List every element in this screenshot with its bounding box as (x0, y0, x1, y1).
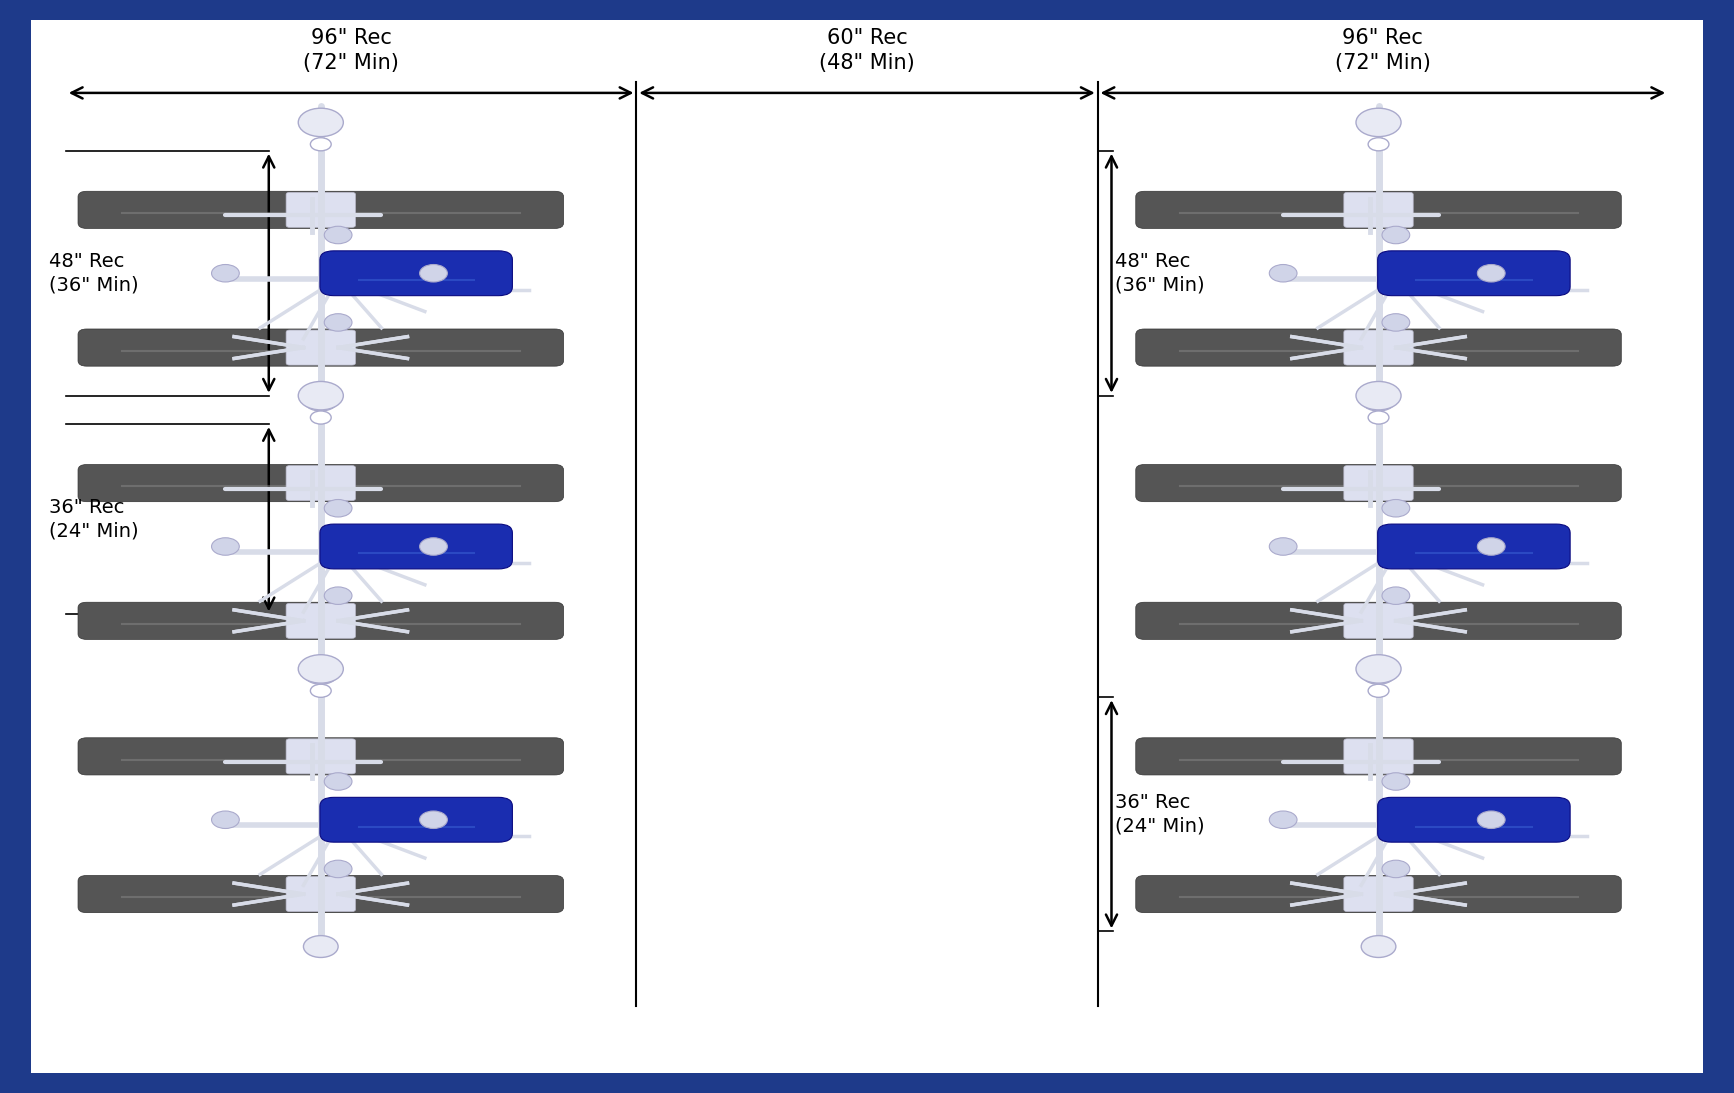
FancyBboxPatch shape (1377, 251, 1571, 296)
Circle shape (298, 381, 343, 410)
Circle shape (303, 662, 338, 684)
Circle shape (1269, 811, 1297, 828)
FancyBboxPatch shape (286, 466, 355, 501)
Circle shape (1477, 811, 1505, 828)
Circle shape (1382, 226, 1410, 244)
FancyBboxPatch shape (1136, 875, 1621, 913)
Circle shape (1269, 265, 1297, 282)
Circle shape (298, 655, 343, 683)
FancyBboxPatch shape (1344, 330, 1413, 365)
Circle shape (1356, 655, 1401, 683)
Text: 48" Rec
(36" Min): 48" Rec (36" Min) (1115, 252, 1205, 294)
FancyBboxPatch shape (1136, 465, 1621, 502)
FancyBboxPatch shape (1136, 602, 1621, 639)
FancyBboxPatch shape (286, 330, 355, 365)
Circle shape (1382, 587, 1410, 604)
Text: 60" Rec
(48" Min): 60" Rec (48" Min) (818, 28, 916, 73)
Circle shape (1356, 108, 1401, 137)
FancyBboxPatch shape (1344, 739, 1413, 774)
FancyBboxPatch shape (78, 738, 564, 775)
FancyBboxPatch shape (286, 739, 355, 774)
Circle shape (324, 226, 352, 244)
FancyBboxPatch shape (1377, 525, 1571, 569)
Circle shape (212, 811, 239, 828)
FancyBboxPatch shape (319, 525, 513, 569)
FancyBboxPatch shape (286, 192, 355, 227)
FancyBboxPatch shape (78, 329, 564, 366)
Circle shape (420, 538, 447, 555)
Circle shape (212, 538, 239, 555)
Circle shape (310, 684, 331, 697)
Circle shape (420, 811, 447, 828)
FancyBboxPatch shape (319, 251, 513, 296)
FancyBboxPatch shape (1377, 798, 1571, 843)
Circle shape (324, 500, 352, 517)
FancyBboxPatch shape (78, 465, 564, 502)
FancyBboxPatch shape (78, 602, 564, 639)
Circle shape (310, 138, 331, 151)
Circle shape (1368, 411, 1389, 424)
Circle shape (324, 860, 352, 878)
Circle shape (303, 936, 338, 957)
FancyBboxPatch shape (319, 798, 513, 843)
Circle shape (1356, 381, 1401, 410)
Circle shape (298, 108, 343, 137)
FancyBboxPatch shape (78, 191, 564, 228)
Circle shape (1477, 265, 1505, 282)
FancyBboxPatch shape (1136, 738, 1621, 775)
Text: 96" Rec
(72" Min): 96" Rec (72" Min) (303, 28, 399, 73)
Circle shape (324, 587, 352, 604)
Circle shape (1477, 538, 1505, 555)
Circle shape (1269, 538, 1297, 555)
Text: 48" Rec
(36" Min): 48" Rec (36" Min) (49, 252, 139, 294)
Circle shape (303, 389, 338, 411)
FancyBboxPatch shape (1344, 603, 1413, 638)
FancyBboxPatch shape (1344, 466, 1413, 501)
FancyBboxPatch shape (1344, 192, 1413, 227)
Circle shape (212, 265, 239, 282)
Circle shape (324, 773, 352, 790)
Circle shape (1382, 500, 1410, 517)
Circle shape (310, 411, 331, 424)
Text: 96" Rec
(72" Min): 96" Rec (72" Min) (1335, 28, 1431, 73)
Circle shape (1382, 773, 1410, 790)
Circle shape (1368, 138, 1389, 151)
Circle shape (1368, 684, 1389, 697)
Circle shape (1361, 389, 1396, 411)
FancyBboxPatch shape (1136, 191, 1621, 228)
Circle shape (1361, 662, 1396, 684)
FancyBboxPatch shape (286, 877, 355, 912)
Text: 36" Rec
(24" Min): 36" Rec (24" Min) (1115, 794, 1205, 835)
Circle shape (420, 265, 447, 282)
FancyBboxPatch shape (78, 875, 564, 913)
Circle shape (1382, 860, 1410, 878)
FancyBboxPatch shape (1344, 877, 1413, 912)
Circle shape (324, 314, 352, 331)
Circle shape (1361, 936, 1396, 957)
FancyBboxPatch shape (286, 603, 355, 638)
Text: 36" Rec
(24" Min): 36" Rec (24" Min) (49, 498, 139, 540)
FancyBboxPatch shape (1136, 329, 1621, 366)
Circle shape (1382, 314, 1410, 331)
